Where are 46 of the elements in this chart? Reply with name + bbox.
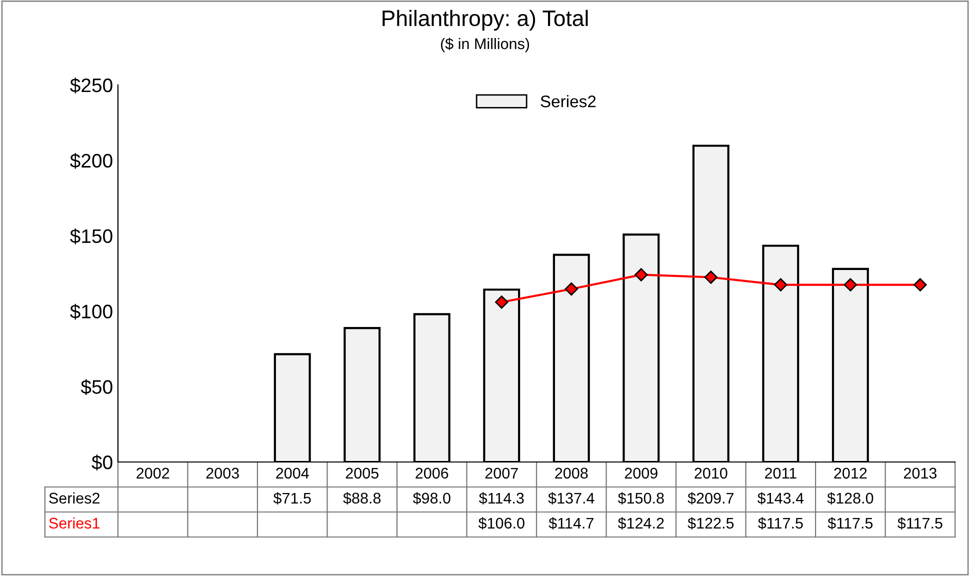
y-tick-label: $100 — [70, 304, 112, 320]
point — [704, 270, 718, 284]
y-tick-label: $50 — [80, 379, 112, 395]
point — [634, 268, 648, 282]
data-label: $143.4 — [757, 492, 804, 505]
x-tick-label: 2008 — [555, 468, 588, 479]
data-label: $124.2 — [618, 517, 664, 530]
x-tick-label: 2006 — [416, 468, 448, 479]
point — [844, 278, 858, 292]
legend-label: Series2 — [540, 95, 596, 108]
data-label: $114.7 — [548, 517, 594, 530]
point — [495, 296, 508, 309]
chart-title: Philanthropy: a) Total — [382, 10, 588, 31]
data-label: $137.4 — [548, 492, 594, 505]
data-label: $106.0 — [478, 517, 524, 530]
data-label: $150.8 — [618, 492, 664, 505]
data-label: $128.0 — [827, 492, 874, 505]
data-label: $122.5 — [688, 517, 734, 530]
x-tick-label: 2011 — [765, 468, 796, 479]
x-tick-label: 2010 — [694, 468, 728, 479]
text: Series1 — [49, 517, 100, 529]
x-tick-label: 2013 — [904, 468, 937, 479]
point — [914, 278, 927, 292]
x-tick-label: 2007 — [485, 468, 518, 479]
x-tick-label: 2009 — [624, 468, 658, 479]
text: Series2 — [49, 492, 100, 504]
data-label: $71.5 — [273, 492, 311, 505]
y-tick-label: $200 — [70, 153, 112, 169]
data-label: $88.8 — [343, 492, 381, 505]
point — [774, 278, 788, 292]
data-label: $114.3 — [478, 492, 524, 505]
x-tick-label: 2002 — [136, 468, 170, 479]
data-label: $117.5 — [758, 517, 803, 530]
y-tick-label: $150 — [70, 228, 112, 244]
x-tick-label: 2004 — [276, 468, 309, 479]
x-tick-label: 2003 — [206, 468, 239, 479]
y-tick-label: $250 — [70, 78, 112, 94]
data-label: $117.5 — [898, 517, 942, 530]
data-label: $98.0 — [412, 492, 450, 505]
x-tick-label: 2005 — [346, 468, 378, 479]
y-tick-label: $0 — [92, 454, 112, 470]
data-label: $117.5 — [828, 517, 873, 530]
data-label: $209.7 — [688, 492, 734, 505]
chart-subtitle: ($ in Millions) — [440, 38, 530, 52]
point — [564, 282, 578, 296]
x-tick-label: 2012 — [834, 468, 867, 479]
